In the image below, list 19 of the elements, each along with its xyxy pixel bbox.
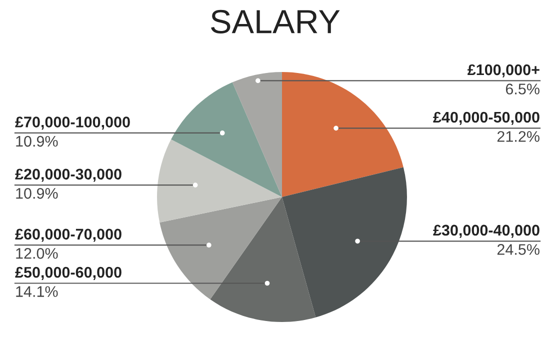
slice-label: £50,000-60,000 <box>15 266 122 280</box>
data-label: 21.2% <box>497 131 540 142</box>
data-label: 24.5% <box>497 244 540 255</box>
data-label: 10.9% <box>16 136 58 147</box>
slice-label: £60,000-70,000 <box>15 228 122 242</box>
slice-label: £20,000-30,000 <box>15 168 122 182</box>
pie-slice <box>157 139 282 223</box>
slice-label: £100,000+ <box>468 64 540 78</box>
data-label: 10.9% <box>16 188 58 199</box>
chart-title: SALARY <box>211 10 340 34</box>
pie-slice <box>171 82 282 197</box>
pie-slice <box>282 72 404 197</box>
data-label: 14.1% <box>16 286 58 297</box>
pie-slice <box>210 197 316 322</box>
data-label: 6.5% <box>506 84 540 94</box>
slice-label: £40,000-50,000 <box>433 112 540 125</box>
data-label: 12.0% <box>16 248 58 259</box>
slice-label: £30,000-40,000 <box>433 224 540 238</box>
slice-label: £70,000-100,000 <box>15 116 130 130</box>
